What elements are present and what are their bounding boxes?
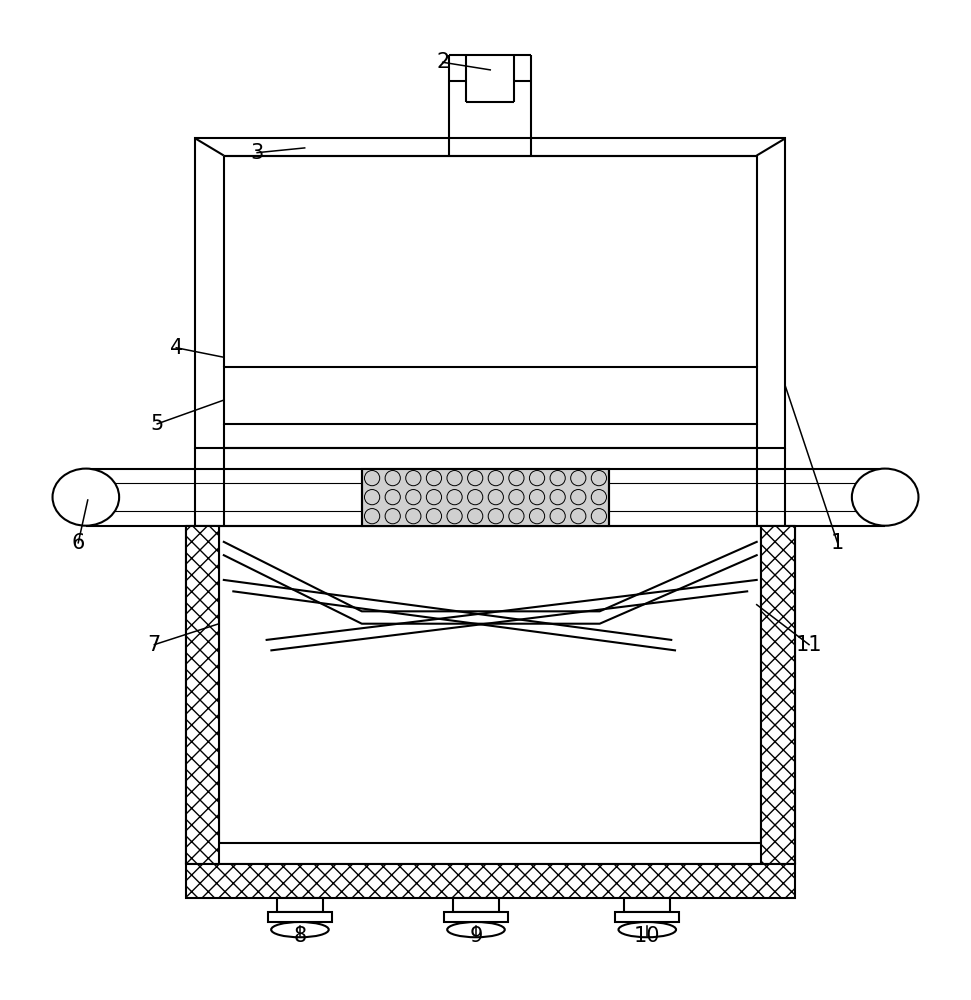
Bar [185, 864, 794, 898]
Bar [185, 864, 794, 898]
Ellipse shape [619, 922, 676, 937]
Bar [362, 469, 609, 526]
Bar [223, 367, 756, 424]
Ellipse shape [271, 922, 329, 937]
Bar [185, 526, 219, 864]
Text: 6: 6 [72, 533, 84, 553]
Bar [195, 138, 786, 448]
Text: 9: 9 [469, 926, 483, 946]
Bar [185, 526, 219, 864]
Ellipse shape [448, 922, 505, 937]
Text: 10: 10 [634, 926, 660, 946]
Text: 2: 2 [436, 52, 450, 72]
Ellipse shape [852, 469, 919, 526]
Bar [453, 898, 499, 912]
Ellipse shape [52, 469, 119, 526]
Bar [277, 898, 322, 912]
Text: 7: 7 [148, 635, 161, 655]
Text: 1: 1 [831, 533, 844, 553]
Text: 4: 4 [170, 338, 183, 358]
Text: 8: 8 [293, 926, 307, 946]
Text: 11: 11 [796, 635, 822, 655]
Bar [444, 912, 508, 922]
Bar [616, 912, 680, 922]
Text: 5: 5 [151, 414, 164, 434]
Bar [761, 526, 794, 864]
Bar [761, 526, 794, 864]
Bar [268, 912, 332, 922]
Text: 3: 3 [251, 143, 264, 163]
Bar [624, 898, 670, 912]
